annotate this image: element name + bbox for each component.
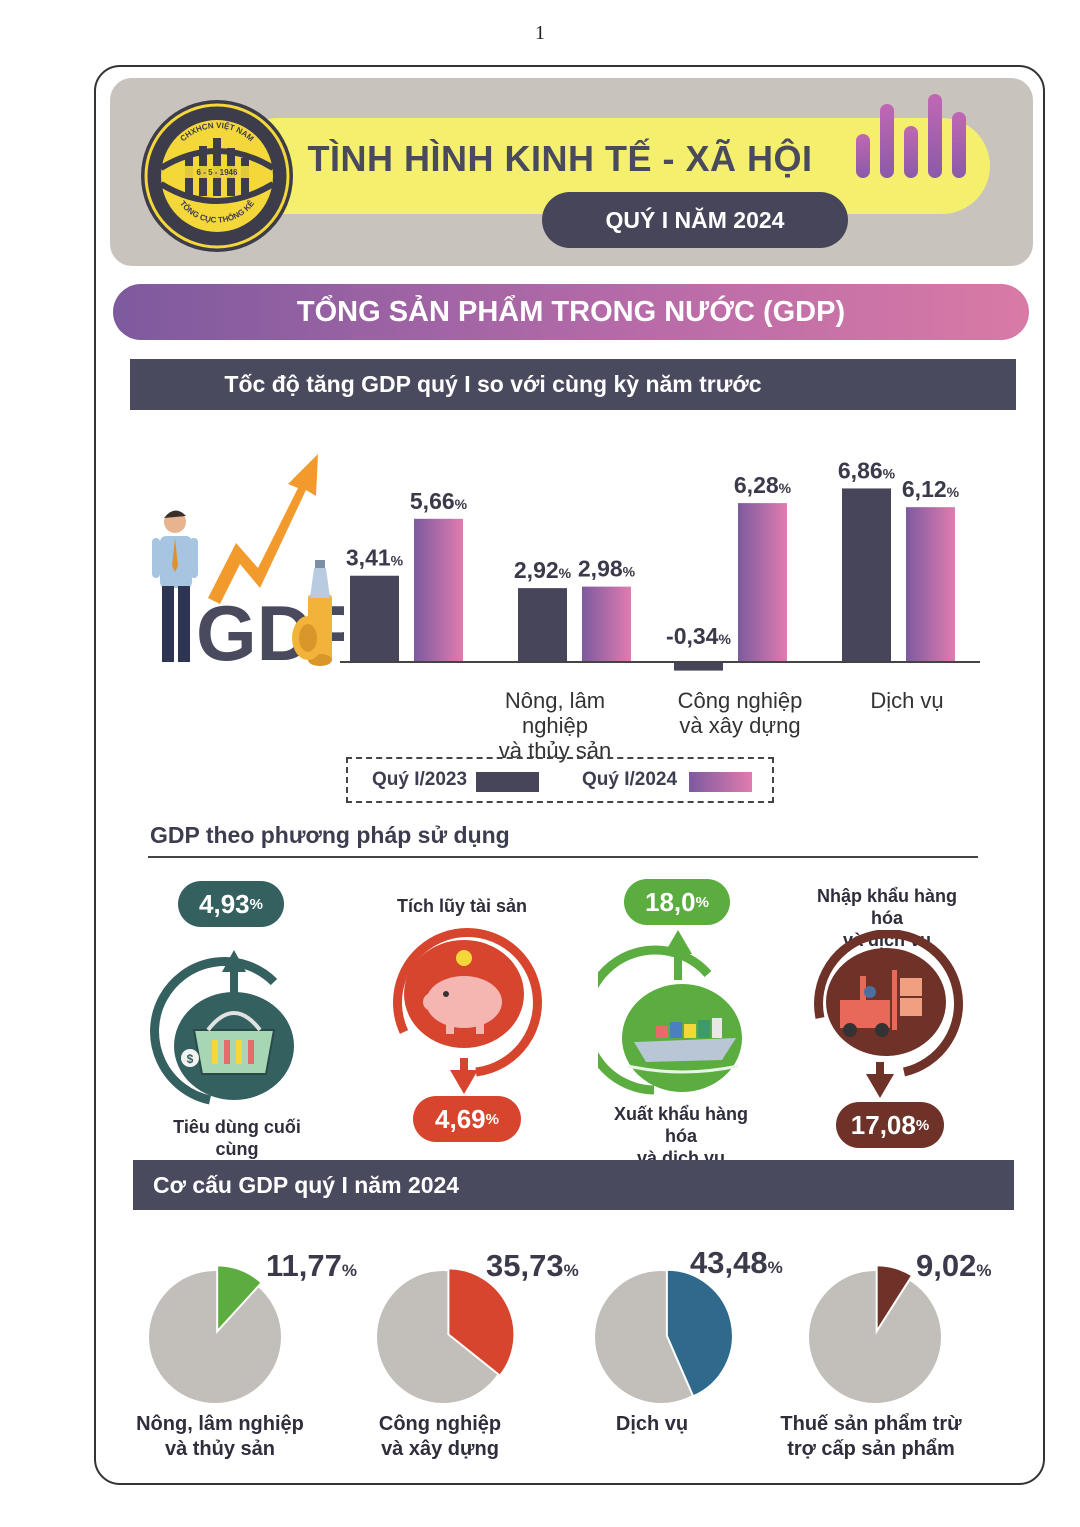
bar-label-2024-2: 6,28% (734, 472, 792, 498)
chart-legend (346, 757, 774, 803)
accumulation-value-badge: 4,69% (413, 1096, 521, 1142)
pie-slice (875, 1264, 914, 1335)
pie-taxes (809, 1264, 941, 1403)
bar-label-2024-0: 5,66% (410, 488, 468, 514)
pie-remainder (809, 1271, 941, 1403)
pie-value-taxes: 9,02% (916, 1248, 992, 1283)
bar-2024-3 (906, 507, 955, 662)
pie-value-agriculture: 11,77% (266, 1248, 357, 1283)
pie-industry (377, 1267, 516, 1403)
gdp-growth-bar-chart: 3,41% 5,66% 2,92% 2,98% -0,34% 6,28% 6,86%6,12… (340, 457, 980, 671)
section-title: TỔNG SẢN PHẨM TRONG NƯỚC (GDP) (113, 284, 1029, 340)
period-badge: QUÝ I NĂM 2024 (542, 192, 848, 248)
structure-heading: Cơ cấu GDP quý I năm 2024 (133, 1160, 1014, 1210)
category-label-services: Dịch vụ (870, 688, 944, 713)
consumption-value-badge: 4,93% (178, 881, 284, 927)
growth-chart-title: Tốc độ tăng GDP quý I so với cùng kỳ năm… (130, 359, 1016, 410)
pie-remainder (149, 1271, 281, 1403)
page-frame (94, 65, 1045, 1485)
bar-2023-3 (842, 488, 891, 662)
bar-label-2023-3: 6,86% (838, 457, 896, 483)
piggy-bank-icon (393, 928, 542, 1094)
pie-value-industry: 35,73% (486, 1248, 579, 1283)
bar-2024-1 (582, 586, 631, 662)
page-number: 1 (535, 22, 545, 44)
bar-label-2024-3: 6,12% (902, 476, 960, 502)
bar-2024-0 (414, 518, 463, 662)
export-value-badge: 18,0% (624, 879, 730, 925)
use-method-heading: GDP theo phương pháp sử dụng (150, 822, 510, 848)
bar-2023-2 (674, 662, 723, 671)
bar-label-2023-2: -0,34% (666, 623, 731, 649)
bar-chart-icon (856, 94, 966, 178)
pie-slice (216, 1264, 264, 1334)
svg-text:$: $ (187, 1052, 194, 1066)
bar-2023-1 (518, 588, 567, 662)
pie-value-services: 43,48% (690, 1245, 783, 1280)
page-title: TÌNH HÌNH KINH TẾ - XÃ HỘI (307, 138, 813, 179)
gdp-growth-illustration: GDP (152, 454, 344, 670)
consumption-basket-icon: $ (150, 950, 294, 1105)
forklift-icon (814, 930, 964, 1098)
category-label-industry: Công nghiệp và xây dựng (677, 688, 803, 738)
pie-slice (447, 1267, 516, 1378)
gso-logo: 6 - 5 - 1946 CHXHCN VIỆT NAM TỔNG CỤC TH… (141, 100, 293, 252)
pie-agriculture (149, 1264, 281, 1403)
cargo-ship-icon (598, 930, 742, 1095)
pie-label-agriculture: Nông, lâm nghiệp và thủy sản (136, 1413, 304, 1460)
bar-2023-0 (350, 575, 399, 662)
pie-label-industry: Công nghiệp và xây dựng (378, 1413, 502, 1460)
bar-2024-2 (738, 503, 787, 662)
pie-label-services: Dịch vụ (615, 1413, 689, 1435)
accumulation-label: Tích lũy tài sản (396, 896, 528, 916)
logo-date: 6 - 5 - 1946 (197, 168, 238, 177)
pie-services (595, 1268, 734, 1403)
import-value-badge: 17,08% (836, 1102, 944, 1148)
consumption-label: Tiêu dùng cuối cùng (173, 1117, 301, 1159)
legend-label-2024: Quý I/2024 (582, 769, 678, 790)
pie-label-taxes: Thuế sản phẩm trừ trợ cấp sản phẩm (780, 1413, 962, 1460)
bar-label-2024-1: 2,98% (578, 556, 636, 582)
bar-label-2023-1: 2,92% (514, 557, 572, 583)
legend-swatch-2024 (689, 772, 752, 792)
pie-slice (665, 1268, 734, 1398)
category-label-agriculture: Nông, lâm nghiệp và thủy sản (498, 688, 612, 763)
bar-label-2023-0: 3,41% (346, 545, 404, 571)
legend-swatch-2023 (476, 772, 539, 792)
legend-label-2023: Quý I/2023 (372, 769, 468, 790)
use-method-divider (148, 856, 978, 858)
